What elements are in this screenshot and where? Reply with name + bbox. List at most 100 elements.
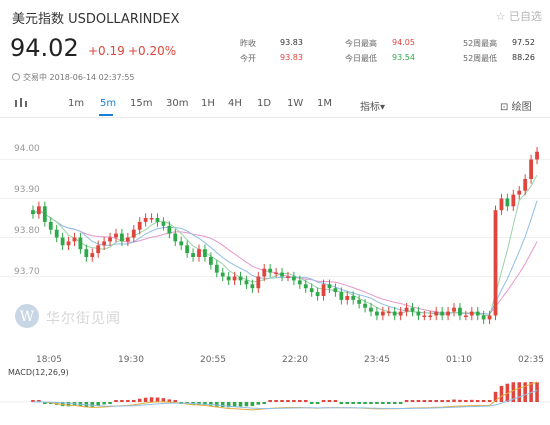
last-price: 94.02: [10, 34, 79, 62]
macd-bar: [404, 400, 409, 402]
macd-signal-line: [32, 390, 538, 409]
candle-body: [392, 311, 397, 316]
candle-body: [375, 311, 379, 316]
macd-bar: [149, 397, 154, 402]
macd-label: MACD(12,26,9): [8, 368, 69, 377]
macd-bar: [120, 400, 124, 402]
interval-30m[interactable]: 30m: [166, 98, 189, 109]
macd-bar: [392, 402, 397, 404]
candle-body: [125, 237, 130, 242]
candle-body: [226, 276, 231, 281]
interval-15m[interactable]: 15m: [130, 98, 153, 109]
interval-1h[interactable]: 1H: [201, 98, 215, 109]
macd-bar: [60, 402, 65, 407]
candle-body: [31, 210, 35, 215]
candle-body: [487, 315, 492, 320]
interval-4h[interactable]: 4H: [228, 98, 242, 109]
draw-button[interactable]: ⊡ 绘图: [500, 98, 532, 113]
macd-bar: [475, 400, 480, 402]
candle-body: [167, 225, 172, 234]
x-tick-label: 23:45: [364, 355, 390, 365]
candle-body: [238, 276, 243, 281]
candle-body: [90, 253, 95, 257]
macd-bar: [369, 402, 373, 404]
candle-body: [214, 264, 219, 273]
y-tick-label: 93.80: [14, 226, 40, 236]
candle-body: [84, 249, 89, 257]
candle-body: [315, 292, 320, 296]
candle-body: [155, 218, 160, 222]
candle-body: [351, 296, 356, 300]
macd-bar: [274, 400, 278, 402]
macd-bar: [167, 399, 172, 402]
day-low-label: 今日最低: [345, 54, 377, 63]
x-tick-label: 20:55: [200, 355, 226, 365]
interval-1m[interactable]: 1m: [68, 98, 85, 109]
candle-body: [398, 311, 403, 316]
macd-bar: [238, 402, 243, 407]
interval-5m[interactable]: 5m: [100, 98, 117, 109]
macd-bar: [351, 402, 355, 404]
x-tick-label: 22:20: [282, 355, 308, 365]
macd-bar: [292, 400, 296, 402]
price-chart[interactable]: [0, 130, 550, 358]
candle-body: [523, 179, 528, 191]
candle-body: [72, 237, 77, 242]
macd-bar: [434, 400, 438, 402]
indicator-menu[interactable]: 指标▾: [360, 98, 385, 113]
macd-bar: [487, 400, 492, 402]
moving-average-line: [32, 174, 538, 316]
candle-body: [440, 311, 445, 316]
interval-1d[interactable]: 1D: [257, 98, 272, 109]
pencil-ruler-icon: ⊡: [500, 102, 509, 113]
candle-body: [493, 210, 498, 316]
candle-body: [244, 280, 249, 285]
chart-type-icon[interactable]: [14, 97, 28, 112]
clock-icon: [12, 73, 20, 81]
candle-body: [250, 284, 255, 289]
interval-1mo[interactable]: 1M: [317, 98, 332, 109]
macd-bar: [286, 400, 290, 402]
candle-body: [291, 276, 296, 281]
candle-body: [102, 241, 107, 246]
svg-text:W: W: [20, 309, 35, 325]
y-tick-label: 93.70: [14, 267, 40, 277]
macd-bar: [363, 402, 367, 404]
macd-bar: [517, 382, 522, 402]
macd-bar: [428, 400, 433, 402]
macd-bar: [315, 402, 320, 404]
macd-bar: [126, 400, 130, 402]
macd-bar: [114, 400, 118, 402]
candle-body: [108, 237, 112, 242]
macd-bar: [381, 402, 385, 404]
moving-average-line: [32, 200, 538, 315]
macd-bar: [333, 400, 338, 402]
candle-body: [339, 292, 344, 300]
candle-body: [380, 311, 385, 316]
candle-body: [143, 218, 148, 222]
x-tick-label: 01:10: [446, 355, 472, 365]
y-tick-label: 94.00: [14, 144, 40, 154]
macd-bar: [535, 382, 539, 402]
macd-bar: [108, 402, 112, 404]
macd-chart[interactable]: [0, 378, 550, 425]
macd-bar: [262, 402, 267, 404]
candle-body: [131, 229, 136, 238]
interval-1w[interactable]: 1W: [287, 98, 304, 109]
macd-bar: [464, 400, 468, 402]
macd-bar: [339, 402, 344, 404]
macd-bar: [416, 400, 421, 402]
macd-bar: [256, 402, 261, 405]
macd-bar: [250, 402, 255, 407]
candle-body: [434, 311, 439, 316]
macd-bar: [499, 385, 504, 402]
macd-bar: [66, 402, 71, 407]
wallstreetcn-logo-icon: W: [15, 304, 39, 328]
candle-body: [286, 276, 290, 278]
candle-body: [345, 296, 350, 300]
candle-body: [511, 194, 516, 207]
add-favorite-button[interactable]: ☆ 已自选: [495, 10, 542, 23]
watermark-text: 华尔街见闻: [46, 311, 121, 327]
candle-body: [517, 190, 522, 195]
active-interval-indicator: [99, 114, 113, 116]
